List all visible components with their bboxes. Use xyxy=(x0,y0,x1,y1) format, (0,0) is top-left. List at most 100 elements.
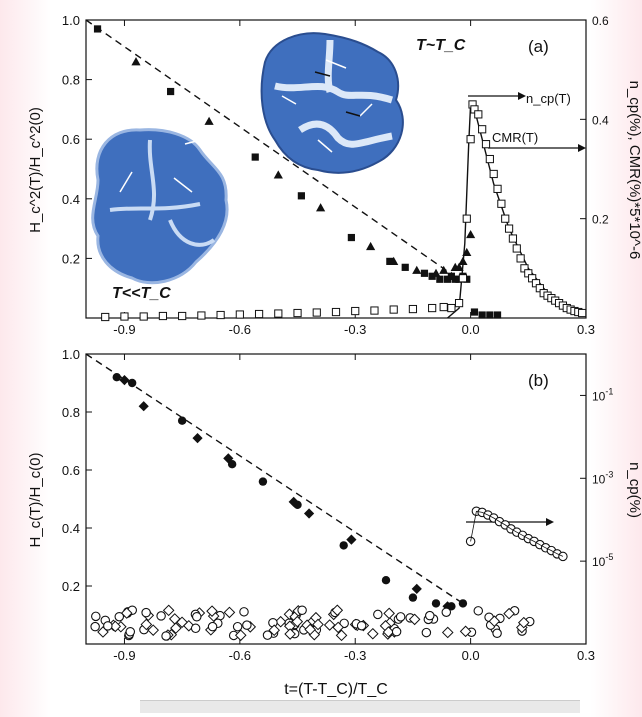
data-point-diamond-open xyxy=(331,604,344,617)
data-point-circle-open xyxy=(421,627,432,638)
data-point-circle-open xyxy=(232,621,243,632)
data-point-diamond-open xyxy=(268,624,281,637)
data-point-diamond-open xyxy=(304,623,316,636)
plot-layer: -0.9 -0.6 -0.3 0.0 0.3 0.2 0.4 0.6 0.8 1.0 0.2 0.4 0… xyxy=(62,13,613,663)
panel-b-ylabel-right: n_cp(%) xyxy=(626,462,642,518)
dashed-fit-line xyxy=(85,353,464,604)
data-point-square-open xyxy=(312,308,321,317)
data-point-circle-open xyxy=(114,611,125,622)
y-tick-label-left: 0.6 xyxy=(62,463,80,478)
y-tick-label-right: 0.6 xyxy=(592,14,609,28)
data-point-square-open xyxy=(474,110,483,119)
data-point-triangle-filled xyxy=(412,265,422,274)
data-point-square-open xyxy=(485,154,494,164)
data-point-diamond-filled xyxy=(119,375,130,386)
label-low-t: T<<T_C xyxy=(112,285,171,302)
data-point-square-open xyxy=(489,169,498,179)
y-tick-label-right: 10-5 xyxy=(592,552,613,569)
panel-b-frame xyxy=(85,353,587,645)
ncp-arrowhead-b xyxy=(546,518,554,526)
data-point-circle-filled xyxy=(458,599,468,608)
data-point-triangle-filled xyxy=(389,256,399,265)
data-point-square-open xyxy=(389,305,398,314)
x-tick-label: -0.3 xyxy=(344,322,366,337)
data-point-square-filled xyxy=(493,311,502,319)
y-tick-label-left: 0.6 xyxy=(62,132,80,147)
data-point-square-open xyxy=(504,224,514,233)
data-point-circle-open xyxy=(356,620,367,631)
label-near-tc: T~T_C xyxy=(416,37,466,54)
data-point-circle-open xyxy=(239,607,249,617)
data-point-square-open xyxy=(478,125,487,134)
data-point-circle-open xyxy=(161,631,171,641)
data-point-square-open xyxy=(216,310,225,320)
data-point-triangle-filled xyxy=(446,271,456,280)
panel-a-label: (a) xyxy=(528,37,549,56)
panel-b-ylabel-left: H_c(T)/H_c(0) xyxy=(27,452,44,547)
data-point-square-open xyxy=(274,309,283,318)
ncp-arrowhead xyxy=(518,92,526,100)
data-point-circle-open xyxy=(156,611,166,621)
panel-a-frame xyxy=(85,19,587,319)
ncp-connect-line xyxy=(470,510,564,557)
data-point-square-filled xyxy=(297,192,305,200)
data-point-diamond-filled xyxy=(288,496,299,507)
data-point-square-open xyxy=(293,308,302,318)
data-point-diamond-open xyxy=(335,629,348,642)
data-point-diamond-open xyxy=(284,628,296,640)
data-point-circle-filled xyxy=(227,460,237,469)
data-point-circle-open xyxy=(558,551,568,562)
data-point-diamond-open xyxy=(291,615,304,628)
data-point-diamond-filled xyxy=(411,583,422,594)
data-point-circle-open xyxy=(141,607,151,618)
data-point-circle-open xyxy=(492,628,502,639)
data-point-square-open xyxy=(501,214,510,223)
x-tick-label: -0.3 xyxy=(344,648,366,663)
dashed-fit-line xyxy=(85,19,460,280)
data-point-circle-open xyxy=(192,612,202,622)
data-point-circle-filled xyxy=(339,541,348,550)
data-point-triangle-filled xyxy=(462,247,472,257)
y-tick-label-left: 1.0 xyxy=(62,13,80,28)
x-tick-label: 0.0 xyxy=(462,648,480,663)
data-point-square-filled xyxy=(478,311,486,319)
data-point-diamond-open xyxy=(488,615,501,628)
panel-a-ylabel-right: n_cp(%), CMR(%)*5*10^-6 xyxy=(626,81,642,260)
data-point-circle-filled xyxy=(408,593,418,602)
data-point-square-open xyxy=(331,307,341,317)
panel-a-ylabel-left: H_c^2(T)/H_c^2(0) xyxy=(27,107,44,233)
annot-ncp: n_cp(T) xyxy=(526,91,571,106)
data-point-square-open xyxy=(439,302,448,312)
data-point-triangle-filled xyxy=(131,57,141,66)
data-point-square-filled xyxy=(386,257,394,265)
data-point-square-open xyxy=(158,311,168,321)
panel-b-label: (b) xyxy=(528,371,549,390)
data-point-square-filled xyxy=(486,311,494,319)
domain-illustration-near-tc xyxy=(260,32,404,174)
data-point-square-filled xyxy=(420,269,429,277)
y-tick-label-left: 0.4 xyxy=(62,192,80,207)
data-point-diamond-filled xyxy=(442,601,453,612)
data-point-triangle-filled xyxy=(273,170,283,179)
data-point-square-open xyxy=(101,312,110,322)
data-point-diamond-open xyxy=(274,615,287,628)
y-tick-label-left: 0.8 xyxy=(62,73,80,88)
data-point-triangle-filled xyxy=(439,265,449,274)
data-point-diamond-open xyxy=(223,606,236,619)
data-point-square-filled xyxy=(470,308,479,316)
data-point-diamond-open xyxy=(168,613,181,625)
data-point-square-open xyxy=(493,184,502,193)
x-tick-label: 0.0 xyxy=(462,322,480,337)
data-point-diamond-open xyxy=(382,626,395,638)
y-tick-label-left: 1.0 xyxy=(62,347,80,362)
data-point-diamond-open xyxy=(140,618,153,631)
y-tick-label-left: 0.4 xyxy=(62,521,80,536)
data-point-triangle-filled xyxy=(466,229,476,239)
data-point-square-open xyxy=(370,306,379,315)
data-point-square-filled xyxy=(93,25,102,33)
data-point-square-open xyxy=(428,303,437,313)
data-point-circle-open xyxy=(473,606,484,616)
viewer-toolbar[interactable] xyxy=(140,700,580,713)
data-point-square-open xyxy=(512,244,521,253)
